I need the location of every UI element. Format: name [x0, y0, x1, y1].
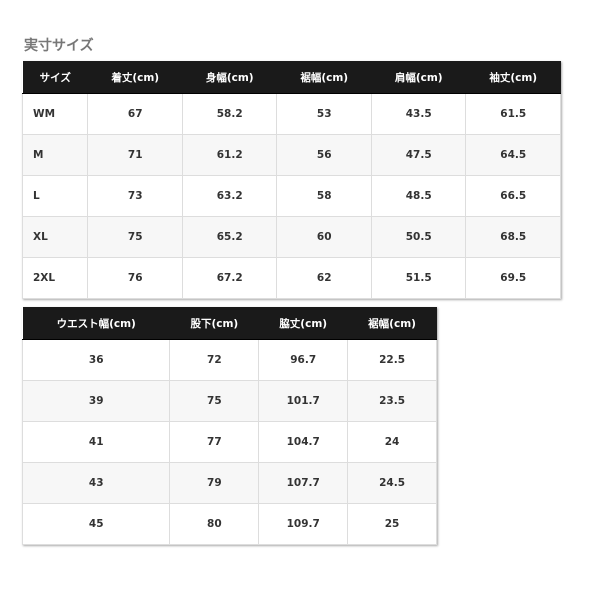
table-header-row: サイズ 着丈(cm) 身幅(cm) 裾幅(cm) 肩幅(cm) 袖丈(cm) [22, 61, 561, 94]
column-header: 脇丈(cm) [258, 307, 348, 340]
table-cell: 48.5 [370, 175, 467, 217]
column-header: 裾幅(cm) [347, 307, 437, 340]
table-cell: L [21, 175, 89, 217]
table-cell: 104.7 [258, 421, 349, 463]
table-cell: 67 [87, 93, 183, 135]
column-header: サイズ [22, 61, 88, 94]
table-cell: 24.5 [347, 462, 437, 504]
table-cell: 66.5 [465, 175, 561, 217]
table-row: 39 75 101.7 23.5 [21, 380, 437, 422]
table-cell: 75 [87, 216, 183, 258]
column-header: ウエスト幅(cm) [22, 307, 170, 340]
column-header: 肩幅(cm) [371, 61, 466, 94]
table-cell: 63.2 [181, 175, 278, 217]
column-header: 股下(cm) [169, 307, 259, 340]
table-cell: 61.2 [181, 134, 278, 176]
table-cell: 43.5 [370, 93, 467, 135]
table-cell: 25 [347, 503, 437, 545]
table-row: 41 77 104.7 24 [21, 421, 437, 463]
table-row: 36 72 96.7 22.5 [21, 339, 437, 381]
table-cell: 2XL [21, 257, 89, 299]
table-cell: 79 [169, 462, 260, 504]
table-cell: 68.5 [465, 216, 561, 258]
table-row: L 73 63.2 58 48.5 66.5 [21, 175, 561, 217]
table-cell: 45 [21, 503, 171, 545]
table-cell: 73 [87, 175, 183, 217]
table-row: WM 67 58.2 53 43.5 61.5 [21, 93, 561, 135]
table-cell: 22.5 [347, 339, 437, 381]
table-cell: 58 [276, 175, 372, 217]
table-cell: 36 [21, 339, 171, 381]
table-cell: 64.5 [465, 134, 561, 176]
table-cell: WM [21, 93, 89, 135]
column-header: 身幅(cm) [182, 61, 277, 94]
table-cell: 53 [276, 93, 372, 135]
table-cell: 101.7 [258, 380, 349, 422]
table-cell: 71 [87, 134, 183, 176]
table-cell: 96.7 [258, 339, 349, 381]
table-cell: 50.5 [370, 216, 467, 258]
table-cell: 56 [276, 134, 372, 176]
table-cell: 60 [276, 216, 372, 258]
table-cell: 65.2 [181, 216, 278, 258]
table-row: 2XL 76 67.2 62 51.5 69.5 [21, 257, 561, 299]
table-row: XL 75 65.2 60 50.5 68.5 [21, 216, 561, 258]
column-header: 袖丈(cm) [465, 61, 561, 94]
table-cell: 51.5 [370, 257, 467, 299]
table-row: M 71 61.2 56 47.5 64.5 [21, 134, 561, 176]
table-cell: 109.7 [258, 503, 349, 545]
table-cell: 43 [21, 462, 171, 504]
table-cell: 67.2 [181, 257, 278, 299]
table-cell: 58.2 [181, 93, 278, 135]
column-header: 着丈(cm) [87, 61, 183, 94]
table-cell: 77 [169, 421, 260, 463]
table-header-row: ウエスト幅(cm) 股下(cm) 脇丈(cm) 裾幅(cm) [22, 307, 437, 340]
table-cell: M [21, 134, 89, 176]
table-cell: XL [21, 216, 89, 258]
section-title: 実寸サイズ [24, 38, 94, 54]
table-cell: 39 [21, 380, 171, 422]
size-table-tops: サイズ 着丈(cm) 身幅(cm) 裾幅(cm) 肩幅(cm) 袖丈(cm) WM 67 58… [21, 61, 561, 299]
table-cell: 61.5 [465, 93, 561, 135]
table-cell: 76 [87, 257, 183, 299]
size-table-bottoms: ウエスト幅(cm) 股下(cm) 脇丈(cm) 裾幅(cm) 36 72 96.7 22.5… [21, 307, 437, 545]
table-cell: 47.5 [370, 134, 467, 176]
table-cell: 107.7 [258, 462, 349, 504]
table-cell: 69.5 [465, 257, 561, 299]
table-cell: 41 [21, 421, 171, 463]
column-header: 裾幅(cm) [276, 61, 372, 94]
table-cell: 62 [276, 257, 372, 299]
table-row: 45 80 109.7 25 [21, 503, 437, 545]
table-cell: 23.5 [347, 380, 437, 422]
table-cell: 80 [169, 503, 260, 545]
table-row: 43 79 107.7 24.5 [21, 462, 437, 504]
table-cell: 72 [169, 339, 260, 381]
table-cell: 24 [347, 421, 437, 463]
table-cell: 75 [169, 380, 260, 422]
